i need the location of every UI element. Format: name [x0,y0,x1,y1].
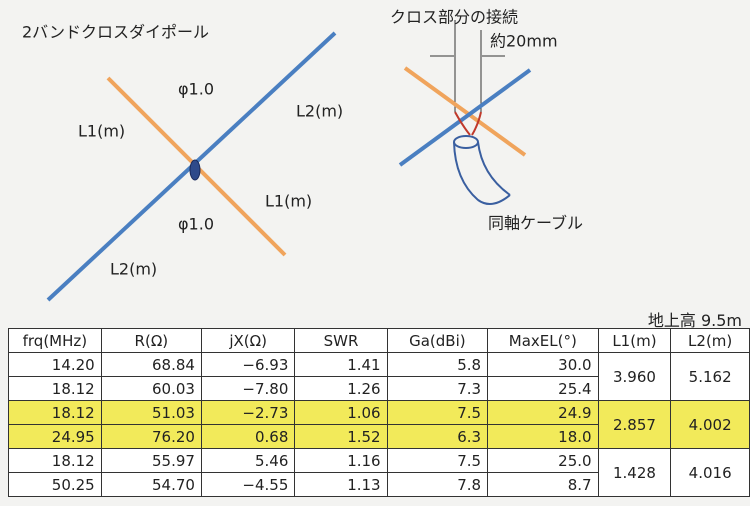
cell: 76.20 [100,424,202,449]
header-row: frq(MHz) R(Ω) jX(Ω) SWR Ga(dBi) MaxEL(°) L1(m)… [8,328,750,353]
cell: 1.13 [294,472,388,497]
cell: 51.03 [100,400,202,425]
data-table: frq(MHz) R(Ω) jX(Ω) SWR Ga(dBi) MaxEL(°) L1(m)… [8,328,750,497]
cell: 1.52 [294,424,388,449]
gap-label: 約20mm [490,32,558,51]
feed-wire [454,111,482,136]
header-cell: jX(Ω) [200,328,296,353]
row: 18.12 55.97 5.46 1.16 7.5 25.0 1.428 4.016 [8,448,750,497]
cell: 24.95 [8,424,102,449]
cell: 50.25 [8,472,102,497]
header-cell: R(Ω) [100,328,202,353]
cell: 30.0 [487,352,599,377]
cell: −7.80 [200,376,296,401]
cell: 5.46 [200,448,296,473]
label: L1(m) [265,192,312,211]
feed-point [189,159,201,181]
row: 50.25 54.70 −4.55 1.13 7.8 8.7 [8,472,750,497]
header-cell: L2(m) [670,328,750,353]
cell: 0.68 [200,424,296,449]
cell: 18.0 [487,424,599,449]
row: 14.20 68.84 −6.93 1.41 5.8 30.0 3.960 5.162 [8,352,750,401]
cell: 7.8 [386,472,489,497]
l1-detail [403,66,527,157]
cell: 2.857 [597,400,672,449]
cell: 7.5 [386,448,489,473]
header-cell: L1(m) [597,328,672,353]
label: φ1.0 [178,215,214,234]
header-cell: SWR [294,328,388,353]
cell: 18.12 [8,400,102,425]
cell: 7.3 [386,376,489,401]
cell: 6.3 [386,424,489,449]
cell: 25.0 [487,448,599,473]
cell: 24.9 [487,400,599,425]
cell: 4.002 [670,400,750,449]
cell: 8.7 [487,472,599,497]
cell: 5.162 [670,352,750,401]
cell: 3.960 [597,352,672,401]
coax [453,141,511,205]
cell: 1.16 [294,448,388,473]
cell: 4.016 [670,448,750,497]
header-cell: frq(MHz) [8,328,102,353]
cell: 1.41 [294,352,388,377]
diagram: 2バンドクロスダイポール φ1.0 L2(m) L1(m) L1(m) φ1.0… [22,8,583,302]
label: L2(m) [110,260,157,279]
row: 24.95 76.20 0.68 1.52 6.3 18.0 [8,424,750,449]
label: L1(m) [78,122,125,141]
header-cell: Ga(dBi) [386,328,489,353]
cell: −2.73 [200,400,296,425]
cell: 14.20 [8,352,102,377]
cell: 68.84 [100,352,202,377]
cell: 60.03 [100,376,202,401]
label: L2(m) [296,102,343,121]
label: φ1.0 [178,80,214,99]
detail-title: クロス部分の接続 [390,8,518,27]
cell: 7.5 [386,400,489,425]
cell: 18.12 [8,376,102,401]
row: 18.12 60.03 −7.80 1.26 7.3 25.4 [8,376,750,401]
cell: 5.8 [386,352,489,377]
cell: −6.93 [200,352,296,377]
row: 18.12 51.03 −2.73 1.06 7.5 24.9 2.857 4.002 [8,400,750,449]
l2-detail [398,68,532,167]
cell: 1.428 [597,448,672,497]
cable-label: 同軸ケーブル [488,214,583,233]
cell: 1.06 [294,400,388,425]
coax [453,135,479,149]
title: 2バンドクロスダイポール [22,23,209,42]
caption: 地上高 9.5m [647,311,742,330]
cell: 54.70 [100,472,202,497]
header-cell: MaxEL(°) [487,328,599,353]
cell: 1.26 [294,376,388,401]
cell: 55.97 [100,448,202,473]
cell: 18.12 [8,448,102,473]
cell: 25.4 [487,376,599,401]
cell: −4.55 [200,472,296,497]
